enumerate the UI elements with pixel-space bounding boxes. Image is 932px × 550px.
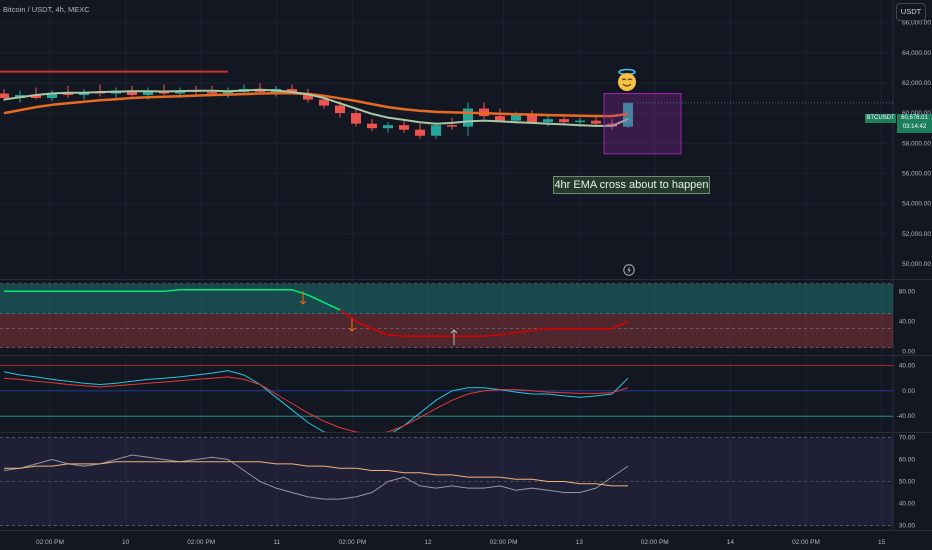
candle-countdown: 03:14:42	[902, 124, 927, 130]
price-axis-tick: 52,000.00	[902, 231, 931, 238]
candle-body	[383, 125, 393, 129]
oscillator-axis-tick: 0.00	[902, 388, 915, 395]
oscillator-fast-line	[3, 370, 629, 432]
price-axis-tick: 64,000.00	[902, 50, 931, 57]
signal-line-segment	[291, 288, 309, 296]
price-axis-tick: 54,000.00	[902, 201, 931, 208]
sell-arrow-icon-head	[299, 300, 307, 305]
ema-slow-line	[3, 91, 629, 118]
candle-body	[575, 120, 585, 123]
signal-line-segment	[355, 320, 373, 330]
candle-body	[47, 93, 57, 99]
signal-line-segment	[323, 301, 341, 311]
signal-line-segment	[339, 309, 357, 322]
candle-body	[127, 90, 137, 96]
oscillator-slow-line	[3, 376, 629, 432]
oscillator-axis-tick: 40.00	[899, 363, 916, 370]
candle-body	[399, 125, 409, 130]
candle-body	[591, 120, 601, 124]
rsi-axis-tick: 30.00	[899, 523, 916, 530]
price-ticker-tag: BTCUSDT	[865, 114, 896, 123]
price-label: 60,678.01 03:14:42	[897, 114, 932, 133]
x-tick-label: 02:00 PM	[792, 539, 820, 546]
candle-body	[143, 91, 153, 96]
projection-box	[603, 93, 682, 155]
x-tick-label: 12	[424, 539, 432, 546]
oscillator-axis-tick: -40.00	[897, 413, 916, 420]
candle-body	[495, 116, 505, 121]
rsi-axis-tick: 70.00	[899, 434, 916, 441]
rsi-line	[3, 454, 629, 500]
signal-line-segment	[387, 333, 405, 338]
candle-body	[367, 123, 377, 129]
x-tick-label: 02:00 PM	[36, 539, 64, 546]
signal-line-segment	[371, 328, 389, 336]
current-price: 60,678.01	[901, 115, 928, 121]
price-axis-tick: 60,000.00	[902, 110, 931, 117]
x-tick-label: 13	[576, 539, 584, 546]
lightning-icon[interactable]	[623, 264, 635, 276]
candle-body	[31, 95, 41, 99]
x-tick-label: 10	[122, 539, 130, 546]
angel-emoji-icon	[616, 68, 638, 92]
x-tick-label: 02:00 PM	[338, 539, 366, 546]
rsi-ma-line	[4, 461, 628, 487]
candle-body	[559, 119, 569, 123]
candle-body	[431, 125, 441, 136]
annotation-label[interactable]: 4hr EMA cross about to happen	[553, 176, 710, 194]
currency-button[interactable]: USDT	[896, 3, 926, 21]
price-axis-tick: 56,000.00	[902, 170, 931, 177]
price-axis-tick: 58,000.00	[902, 140, 931, 147]
ema-fast-line	[3, 88, 629, 127]
rsi-axis-tick: 40.00	[899, 501, 916, 508]
candle-body	[207, 91, 217, 94]
x-tick-label: 02:00 PM	[641, 539, 669, 546]
candle-body	[223, 91, 233, 94]
x-tick-label: 15	[878, 539, 886, 546]
signal-line-segment	[483, 333, 501, 338]
buy-arrow-icon-head	[450, 329, 458, 334]
price-axis-tick: 66,000.00	[902, 20, 931, 27]
oscillator-series-group	[3, 370, 629, 432]
candle-body	[527, 114, 537, 123]
signal-line-segment	[531, 327, 549, 332]
signal-axis-tick: 40.00	[899, 318, 916, 325]
price-axis-tick: 62,000.00	[902, 80, 931, 87]
candle-body	[351, 113, 361, 124]
signal-axis-tick: 0.00	[902, 348, 915, 355]
signal-line-segment	[515, 329, 533, 334]
sell-arrow-icon-head	[348, 327, 356, 332]
x-tick-label: 11	[273, 539, 280, 546]
signal-bear-zone	[0, 313, 893, 348]
x-tick-label: 02:00 PM	[187, 539, 215, 546]
candle-body	[415, 129, 425, 136]
candle-body	[543, 119, 553, 123]
signal-axis-tick: 80.00	[899, 288, 916, 295]
chart-title[interactable]: Bitcoin / USDT, 4h, MEXC	[3, 5, 90, 14]
candle-body	[319, 99, 329, 106]
signal-line-segment	[307, 294, 325, 304]
price-axis-tick: 50,000.00	[902, 261, 931, 268]
signal-line-segment	[611, 320, 629, 330]
candle-body	[447, 125, 457, 127]
x-tick-label: 02:00 PM	[490, 539, 518, 546]
candle-body	[0, 93, 9, 99]
candle-body	[63, 93, 73, 96]
rsi-axis-tick: 50.00	[899, 479, 916, 486]
signal-line-segment	[499, 331, 517, 336]
candle-body	[511, 114, 521, 121]
candle-body	[335, 105, 345, 114]
candle-body	[159, 91, 169, 94]
rsi-axis-tick: 60.00	[899, 456, 916, 463]
x-tick-label: 14	[727, 539, 735, 546]
candle-body	[463, 108, 473, 127]
signal-line-segment	[163, 288, 181, 293]
signal-bull-zone	[0, 283, 893, 314]
candle-body	[303, 93, 313, 100]
